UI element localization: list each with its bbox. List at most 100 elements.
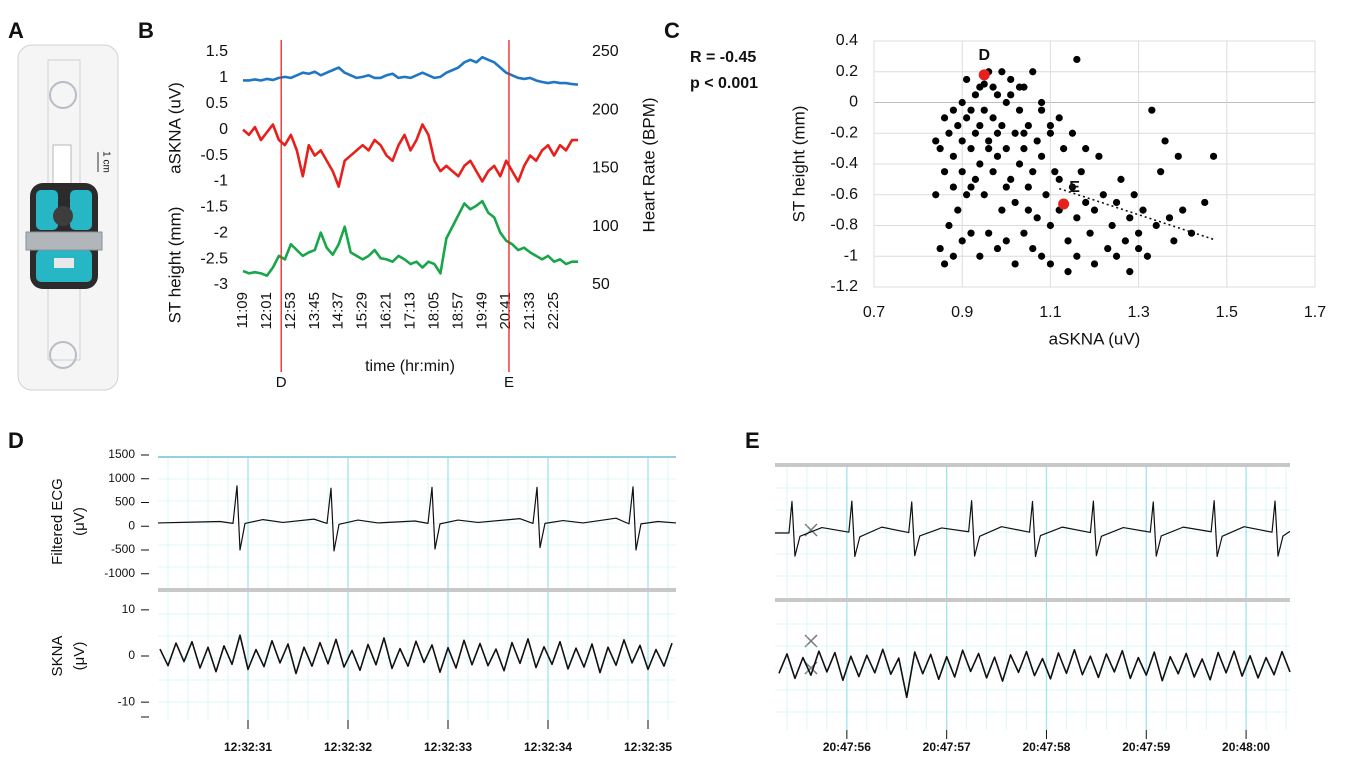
scatter-point [949,183,957,191]
x-tick-label: 20:47:56 [823,740,871,754]
scatter-point [1029,68,1037,76]
x-tick-label: 0.7 [863,304,885,321]
scatter-point [1187,229,1196,237]
x-tick-label: 17:13 [401,292,418,330]
scatter-point [1077,168,1085,176]
x-tick-label: 15:29 [354,292,371,330]
scatter-point [1082,145,1090,153]
scatter-point [985,229,993,237]
scatter-point [980,106,988,114]
scatter-point [1130,191,1138,199]
scatter-point [1037,252,1046,260]
scatter-point [998,121,1006,130]
scatter-point [1037,98,1046,107]
scatter-point [993,91,1002,99]
y-tick-label: -0.8 [830,217,858,234]
scatter-point [1209,152,1218,160]
x-tick-label: 1.1 [1039,304,1061,321]
x-tick-label: 21:33 [521,292,538,330]
scatter-point [1029,168,1037,176]
y-tick-label: -1 [844,247,858,264]
scatter-point [1007,91,1015,99]
scatter-point [1165,214,1174,222]
scatter-point [1020,229,1028,237]
y-axis-title: (μV) [71,642,88,671]
scatter-point [932,137,940,145]
scatter-point [1046,221,1054,230]
x-tick-label: 12:01 [258,292,275,330]
scatter-point [1055,175,1063,183]
y-axis-title: ST height (mm) [789,106,808,223]
electrode-icon [49,341,77,369]
x-tick-label: 1.3 [1127,304,1149,321]
scatter-point [1042,191,1050,199]
scatter-point [980,80,988,88]
scatter-point [954,206,962,214]
scatter-point [1174,152,1182,160]
scatter-point [949,252,957,260]
scatter-point [1002,98,1010,107]
x-tick-label: 12:53 [282,292,299,330]
patch-tab [52,144,72,190]
scatter-point [1179,206,1187,214]
scatter-point [1090,260,1099,268]
scatter-point [985,137,993,145]
scatter-point [1108,221,1116,230]
scatter-point [1020,145,1028,153]
scatter-point [940,168,949,176]
scatter-point [1121,237,1129,245]
scatter-point [963,191,971,199]
y-tick-label: 1500 [108,447,135,461]
highlight-label: D [978,47,990,64]
scatter-point [1090,206,1099,214]
scatter-point [985,145,993,153]
scatter-point [1046,260,1054,268]
event-label: D [276,374,287,391]
x-tick-label: 12:32:34 [524,740,572,754]
scatter-point [1024,206,1032,214]
highlight-point [1058,198,1070,210]
scatter-point [1007,175,1015,183]
scatter-point [958,168,966,176]
scatter-point [1135,229,1143,237]
scatter-point [1135,244,1143,253]
scatter-point [1099,191,1107,199]
scatter-point [1104,244,1112,253]
scatter-point [1002,237,1010,245]
scatter-point [1011,129,1019,137]
scatter-point [940,114,949,122]
y-tick-label: -1000 [104,566,135,580]
scatter-point [1020,129,1028,137]
device-button [53,206,73,226]
panel-letter: E [745,428,760,453]
y2-tick-label: 100 [592,218,619,235]
x-tick-label: 13:45 [306,292,323,330]
y2-axis-title: Heart Rate (BPM) [639,97,658,232]
scatter-point [1152,221,1160,230]
x-tick-label: 18:57 [449,292,466,330]
y-tick-label: 0.5 [206,95,228,112]
x-tick-label: 12:32:31 [224,740,272,754]
scatter-point [932,191,940,199]
y-tick-label: 500 [115,495,135,509]
y2-tick-label: 200 [592,101,619,118]
scatter-point [1126,214,1134,222]
y-tick-label: -2.5 [200,250,228,267]
scatter-point [1037,106,1046,114]
panel-letter: A [8,18,24,43]
scatter-point [940,260,949,268]
scatter-point [958,237,966,245]
scatter-point [1126,268,1134,276]
scatter-point [958,98,966,107]
scatter-point [998,206,1006,214]
scatter-point [949,152,957,160]
scatter-point [1148,106,1156,114]
x-tick-label: 12:32:33 [424,740,472,754]
scatter-point [967,229,975,237]
scatter-point [1015,83,1024,91]
y-tick-label: 0 [219,121,228,138]
scatter-point [1046,129,1054,137]
scatter-point [936,244,944,253]
y-tick-label: -1.5 [200,199,228,216]
y-tick-label: 1.5 [206,43,228,60]
